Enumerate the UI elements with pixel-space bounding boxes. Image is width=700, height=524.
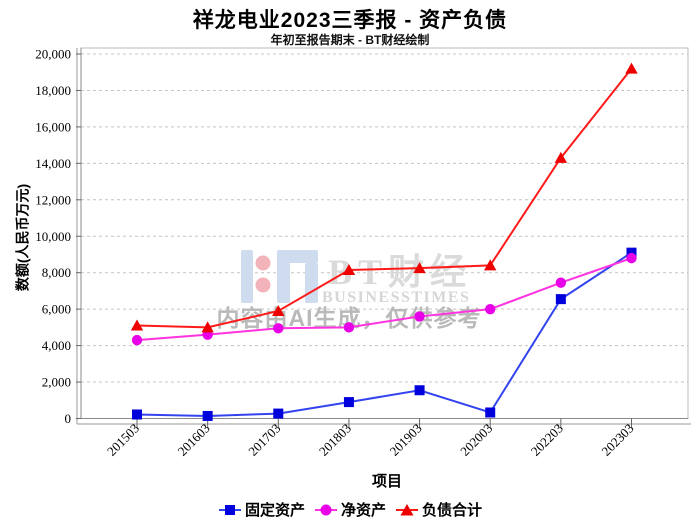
data-point-triangle — [413, 262, 426, 274]
brand-watermark-en: BUSINESSTIMES — [322, 289, 470, 306]
legend-label: 净资产 — [340, 502, 386, 519]
data-point-square — [132, 409, 142, 420]
data-point-triangle — [554, 151, 568, 163]
data-point-triangle — [484, 259, 497, 271]
brand-logo-leg-icon — [305, 263, 318, 303]
square-marker-icon — [218, 504, 241, 515]
data-point-square — [414, 385, 425, 396]
plot-border — [80, 47, 689, 419]
triangle-marker-icon — [396, 503, 418, 515]
data-point-triangle — [272, 304, 285, 316]
data-point-circle — [414, 311, 425, 322]
y-tick-label: 4,000 — [42, 338, 71, 353]
x-tick-label: 201503 — [104, 421, 142, 459]
y-tick-label: 6,000 — [42, 302, 71, 317]
x-tick-label: 201603 — [175, 421, 213, 459]
x-tick-label: 201903 — [387, 421, 425, 459]
legend: 固定资产 净资产 负债合计 — [0, 499, 700, 520]
data-point-circle — [273, 323, 284, 334]
y-tick-label: 2,000 — [42, 375, 71, 390]
brand-logo-dot-icon — [255, 255, 271, 271]
data-point-circle — [485, 303, 496, 315]
legend-item-total-liabilities: 负债合计 — [395, 499, 482, 520]
x-tick-label: 202303 — [598, 421, 636, 459]
data-point-circle — [343, 322, 355, 333]
data-point-triangle — [201, 321, 214, 333]
legend-item-net-assets: 净资产 — [314, 499, 386, 520]
series-line-circle — [136, 257, 632, 342]
series-line-triangle — [136, 67, 633, 329]
series-line-square — [136, 251, 633, 417]
y-tick-label: 20,000 — [35, 47, 71, 62]
legend-label: 固定资产 — [244, 502, 305, 519]
y-tick-label: 12,000 — [35, 192, 71, 207]
data-point-triangle — [130, 319, 144, 331]
brand-logo-top-icon — [277, 250, 318, 263]
x-axis-title: 项目 — [371, 473, 402, 490]
data-point-circle — [626, 252, 637, 264]
data-point-square — [343, 397, 354, 408]
chart-title: 祥龙电业2023三季报 - 资产负债 — [192, 9, 508, 32]
data-point-square — [202, 410, 213, 421]
x-tick-label: 202203 — [528, 421, 566, 459]
data-point-circle — [555, 277, 567, 288]
brand-logo-bar-icon — [241, 250, 253, 303]
y-tick-label: 8,000 — [42, 265, 71, 280]
y-tick-label: 18,000 — [35, 83, 71, 98]
legend-item-fixed-assets: 固定资产 — [218, 499, 305, 520]
data-point-square — [626, 247, 637, 258]
x-tick-label: 202003 — [457, 421, 495, 459]
y-tick-label: 14,000 — [35, 156, 71, 171]
y-axis-title: 数额(人民币万元) — [14, 183, 31, 292]
chart-subtitle: 年初至报告期末 - BT财经绘制 — [270, 33, 430, 47]
circle-marker-icon — [314, 504, 337, 515]
data-point-square — [555, 294, 566, 305]
legend-label: 负债合计 — [422, 502, 483, 519]
x-tick-label: 201703 — [245, 421, 283, 459]
x-tick-label: 201803 — [316, 421, 354, 459]
y-tick-label: 10,000 — [35, 229, 71, 244]
data-point-square — [485, 407, 496, 418]
y-tick-label: 16,000 — [35, 119, 71, 134]
y-tick-label: 0 — [65, 411, 72, 426]
data-point-circle — [131, 334, 143, 346]
data-point-triangle — [625, 62, 638, 74]
brand-logo-leg-icon — [277, 250, 290, 303]
data-point-triangle — [342, 263, 356, 275]
data-point-square — [273, 408, 284, 419]
brand-logo-dot-icon — [255, 277, 271, 293]
